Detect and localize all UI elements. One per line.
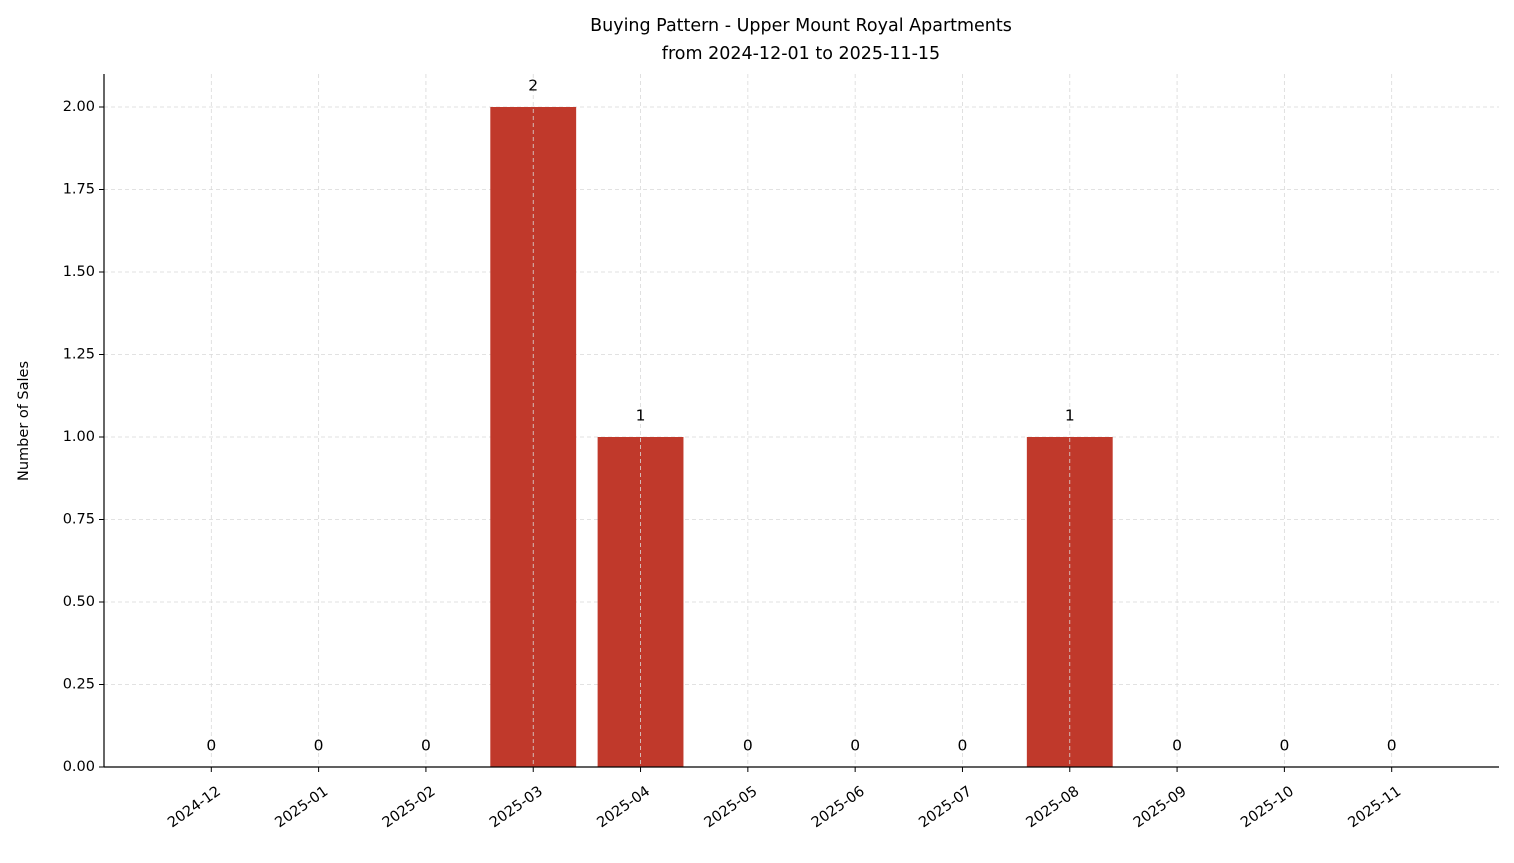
x-tick-label: 2025-08 xyxy=(1024,783,1083,831)
x-tick-label: 2025-03 xyxy=(487,783,546,831)
y-tick-label: 1.00 xyxy=(63,429,95,445)
chart-subtitle: from 2024-12-01 to 2025-11-15 xyxy=(662,44,940,64)
value-label: 0 xyxy=(314,737,324,755)
value-label: 0 xyxy=(743,737,753,755)
value-label: 1 xyxy=(1065,407,1075,425)
value-label: 2 xyxy=(528,77,538,95)
value-label: 1 xyxy=(636,407,646,425)
chart-title: Buying Pattern - Upper Mount Royal Apart… xyxy=(590,16,1012,36)
value-label: 0 xyxy=(206,737,216,755)
value-label: 0 xyxy=(1387,737,1397,755)
y-tick-label: 0.75 xyxy=(63,512,95,528)
y-axis-label: Number of Sales xyxy=(16,361,32,481)
x-tick-label: 2025-06 xyxy=(809,783,868,831)
x-tick-label: 2025-05 xyxy=(702,783,761,831)
y-tick-label: 2.00 xyxy=(63,99,95,115)
value-label: 0 xyxy=(421,737,431,755)
x-tick-label: 2025-10 xyxy=(1238,783,1297,831)
y-tick-label: 1.50 xyxy=(63,264,95,280)
y-tick-label: 1.25 xyxy=(63,347,95,363)
value-label: 0 xyxy=(958,737,968,755)
x-tick-label: 2024-12 xyxy=(165,783,224,831)
value-label: 0 xyxy=(1279,737,1289,755)
bar xyxy=(490,107,577,767)
value-label: 0 xyxy=(1172,737,1182,755)
x-tick-label: 2025-02 xyxy=(380,783,439,831)
x-tick-label: 2025-11 xyxy=(1345,783,1404,831)
y-tick-label: 1.75 xyxy=(63,182,95,198)
x-tick-label: 2025-01 xyxy=(272,783,331,831)
x-tick-label: 2025-07 xyxy=(916,783,975,831)
y-tick-label: 0.50 xyxy=(63,594,95,610)
y-tick-label: 0.25 xyxy=(63,677,95,693)
x-tick-label: 2025-04 xyxy=(594,783,653,831)
value-label: 0 xyxy=(850,737,860,755)
x-tick-label: 2025-09 xyxy=(1131,783,1190,831)
y-tick-label: 0.00 xyxy=(63,759,95,775)
